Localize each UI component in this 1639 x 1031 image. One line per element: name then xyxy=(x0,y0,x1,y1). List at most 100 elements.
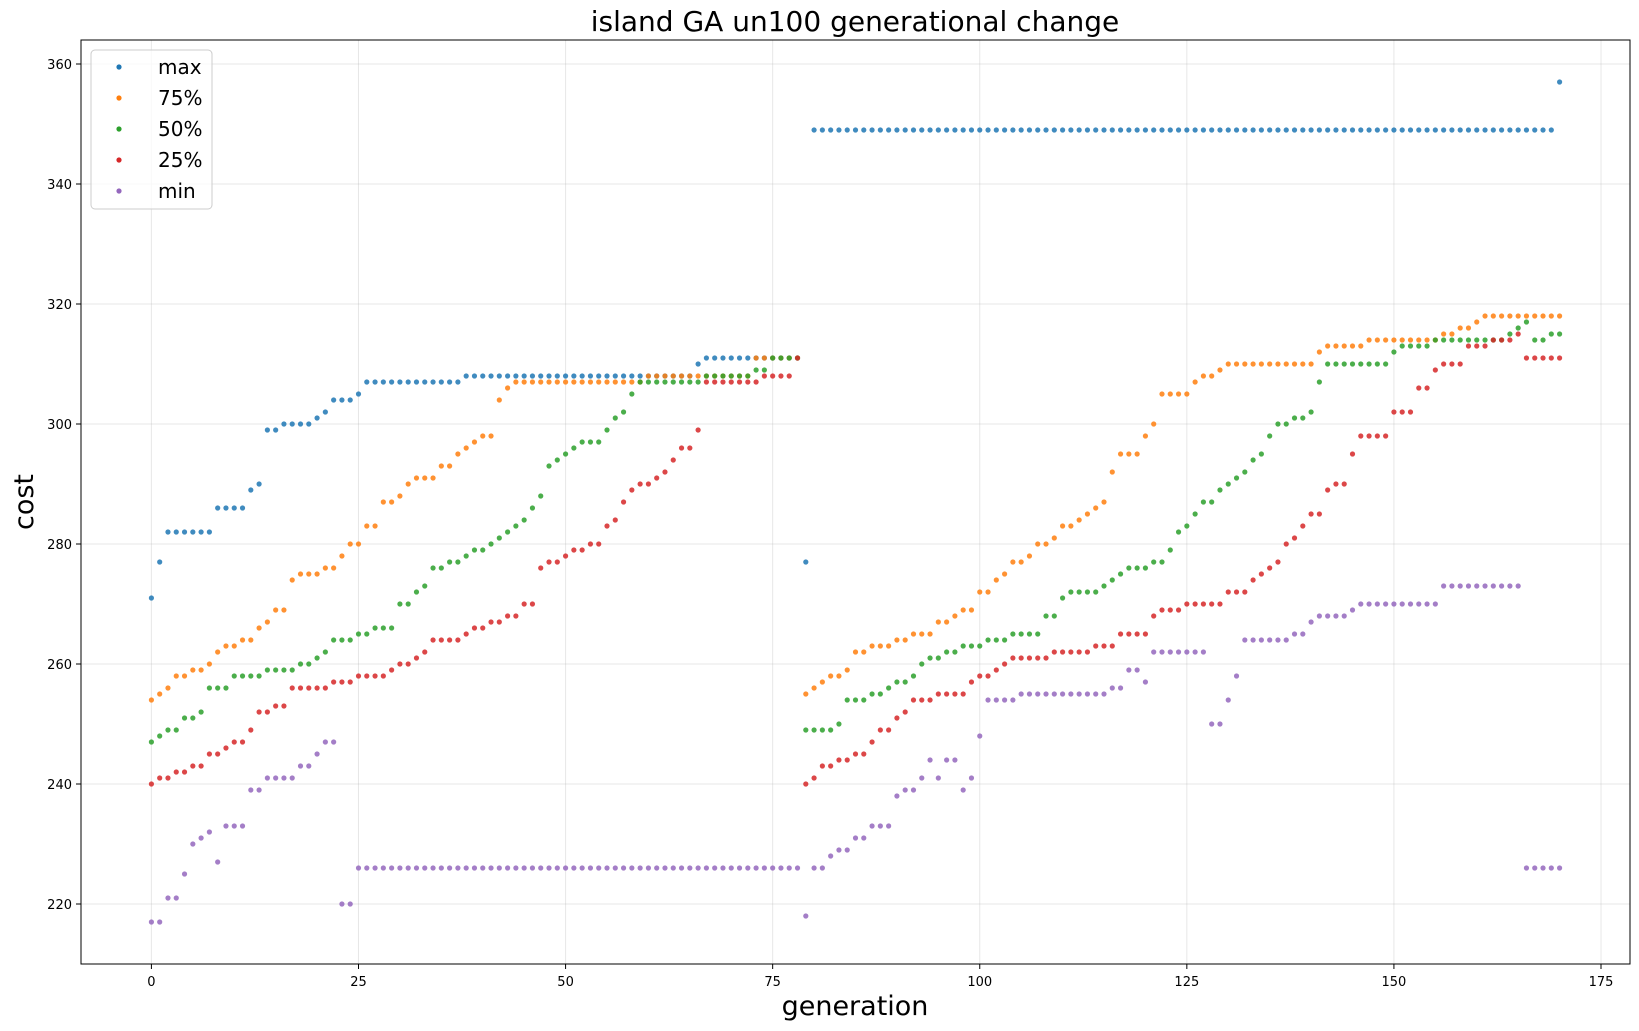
point-50% xyxy=(902,679,908,685)
point-max xyxy=(977,127,983,133)
legend-marker xyxy=(116,64,122,70)
point-50% xyxy=(778,355,784,361)
point-25% xyxy=(488,619,494,625)
point-max xyxy=(985,127,991,133)
legend-label: 75% xyxy=(158,86,202,110)
point-min xyxy=(447,865,453,871)
point-75% xyxy=(836,673,842,679)
point-min xyxy=(993,697,999,703)
point-min xyxy=(1250,637,1256,643)
point-max xyxy=(579,373,585,379)
point-50% xyxy=(645,379,652,385)
x-tick-label: 50 xyxy=(557,975,574,990)
point-50% xyxy=(703,373,709,379)
point-25% xyxy=(1242,589,1248,595)
point-25% xyxy=(538,565,544,571)
point-50% xyxy=(463,553,469,559)
point-min xyxy=(877,823,883,829)
point-max xyxy=(1407,127,1414,133)
point-25% xyxy=(1316,511,1322,517)
point-50% xyxy=(248,673,254,679)
point-75% xyxy=(422,475,428,481)
point-50% xyxy=(1117,571,1124,577)
point-25% xyxy=(264,709,270,715)
point-50% xyxy=(538,493,544,499)
point-25% xyxy=(1084,649,1091,655)
point-75% xyxy=(852,649,859,655)
point-75% xyxy=(1093,505,1099,511)
point-75% xyxy=(1540,313,1546,319)
point-50% xyxy=(1523,319,1530,325)
point-max xyxy=(181,529,188,535)
point-50% xyxy=(1374,361,1380,367)
point-75% xyxy=(1316,349,1322,355)
point-50% xyxy=(1424,343,1430,349)
point-min xyxy=(1126,667,1132,673)
point-25% xyxy=(1043,655,1049,661)
point-min xyxy=(968,775,975,781)
x-axis-label: generation xyxy=(782,991,929,1022)
point-max xyxy=(1109,127,1115,133)
point-25% xyxy=(761,373,767,379)
point-25% xyxy=(968,679,975,685)
point-75% xyxy=(529,379,536,385)
point-50% xyxy=(819,727,825,733)
point-max xyxy=(919,127,925,133)
point-25% xyxy=(231,739,237,745)
point-25% xyxy=(1465,343,1472,349)
point-75% xyxy=(339,553,345,559)
point-50% xyxy=(753,367,759,373)
point-50% xyxy=(977,643,983,649)
point-75% xyxy=(1233,361,1240,367)
point-max xyxy=(1233,127,1240,133)
grid-lines xyxy=(81,40,1630,964)
point-50% xyxy=(306,661,312,667)
point-50% xyxy=(190,715,196,721)
point-max xyxy=(471,373,478,379)
point-75% xyxy=(397,493,403,499)
point-75% xyxy=(944,619,950,625)
point-max xyxy=(828,127,834,133)
point-25% xyxy=(1167,607,1173,613)
point-max xyxy=(1540,127,1546,133)
point-max xyxy=(620,373,627,379)
point-50% xyxy=(380,625,386,631)
point-min xyxy=(339,901,345,907)
point-max xyxy=(1532,127,1538,133)
point-50% xyxy=(1267,433,1273,439)
point-25% xyxy=(355,673,362,679)
point-25% xyxy=(281,703,287,709)
point-min xyxy=(471,865,478,871)
point-max xyxy=(844,127,850,133)
point-25% xyxy=(852,751,859,757)
point-25% xyxy=(455,637,461,643)
point-50% xyxy=(604,427,610,433)
point-max xyxy=(281,421,287,427)
point-50% xyxy=(297,661,304,667)
point-max xyxy=(413,379,420,385)
point-75% xyxy=(521,379,527,385)
legend-marker xyxy=(116,95,122,101)
point-50% xyxy=(215,685,221,691)
point-max xyxy=(1523,127,1530,133)
point-min xyxy=(331,739,337,745)
point-25% xyxy=(1333,481,1339,487)
point-75% xyxy=(803,691,809,697)
point-min xyxy=(157,919,163,925)
point-min xyxy=(496,865,502,871)
point-min xyxy=(571,865,577,871)
point-75% xyxy=(1035,541,1041,547)
point-min xyxy=(1109,685,1115,691)
point-max xyxy=(1499,127,1505,133)
point-min xyxy=(1051,691,1057,697)
point-50% xyxy=(355,631,362,637)
legend-label: min xyxy=(158,179,196,203)
point-25% xyxy=(919,697,925,703)
point-25% xyxy=(1432,367,1438,373)
point-50% xyxy=(894,679,900,685)
point-min xyxy=(1432,601,1438,607)
point-min xyxy=(1151,649,1157,655)
y-tick-label: 220 xyxy=(47,898,72,913)
point-max xyxy=(1010,127,1016,133)
point-max xyxy=(248,487,254,493)
